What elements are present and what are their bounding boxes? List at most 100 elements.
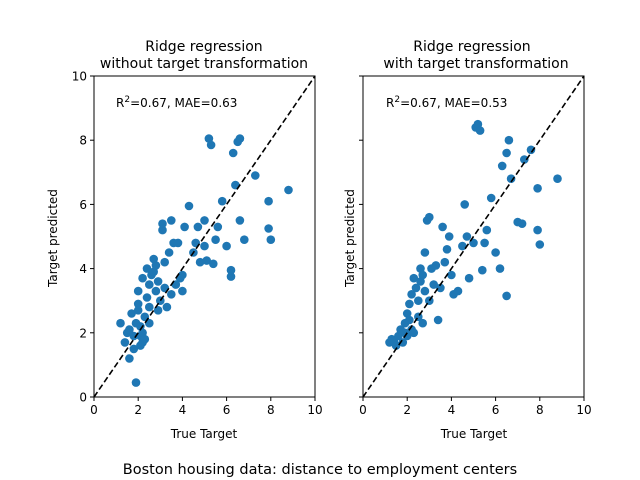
right-x-tick-label: 2 <box>403 403 411 417</box>
right-data-point <box>431 261 441 270</box>
left-data-point <box>222 241 231 251</box>
left-data-point <box>145 302 154 312</box>
left-data-point <box>162 302 172 312</box>
left-y-tick-label: 0 <box>79 391 87 405</box>
left-data-point <box>125 325 134 334</box>
right-data-point <box>418 318 428 328</box>
right-data-point <box>407 290 416 299</box>
left-reference-line <box>93 75 316 398</box>
right-data-point <box>553 174 562 183</box>
left-data-point <box>213 222 223 232</box>
right-data-point <box>497 161 507 171</box>
right-data-point <box>462 232 472 241</box>
right-data-point <box>447 270 456 280</box>
left-data-point <box>200 241 209 251</box>
right-data-point <box>491 248 500 257</box>
left-data-point <box>251 171 260 180</box>
left-data-point <box>158 225 167 235</box>
left-data-point <box>235 216 245 225</box>
right-data-point <box>482 225 492 235</box>
left-x-tick-label: 6 <box>223 403 231 417</box>
right-data-point <box>453 286 463 296</box>
left-data-point <box>151 286 161 296</box>
right-x-tick-label: 10 <box>576 403 591 417</box>
left-data-point <box>116 318 125 328</box>
right-data-point <box>418 270 428 280</box>
right-data-point <box>391 341 401 350</box>
left-data-point <box>125 354 134 363</box>
left-data-point <box>142 264 152 273</box>
left-data-point <box>217 196 227 206</box>
left-data-point <box>226 265 236 275</box>
left-data-point <box>178 270 187 280</box>
left-data-point <box>284 185 293 195</box>
left-data-point <box>235 134 245 143</box>
left-data-point <box>173 238 183 248</box>
left-data-point <box>209 259 218 269</box>
left-data-point <box>264 224 273 233</box>
right-data-point <box>486 193 496 203</box>
left-axes-frame <box>93 75 316 398</box>
left-x-axis-label: True Target <box>170 427 238 441</box>
right-title-line2: with target transformation <box>383 56 568 72</box>
right-data-point <box>438 222 447 232</box>
right-data-point <box>405 299 414 309</box>
right-data-point <box>420 248 430 257</box>
left-data-point <box>120 338 130 347</box>
left-data-point <box>133 286 143 296</box>
right-data-point <box>475 126 485 135</box>
right-title-line1: Ridge regression <box>413 39 530 55</box>
left-data-point <box>158 219 167 228</box>
left-data-point <box>142 293 152 302</box>
right-data-point <box>506 174 516 183</box>
right-axes-frame <box>362 75 585 398</box>
left-x-tick-label: 2 <box>134 403 142 417</box>
right-data-point <box>444 232 454 241</box>
right-data-point <box>402 309 412 318</box>
right-metrics-annotation: R2=0.67, MAE=0.53 <box>386 95 507 110</box>
right-data-point <box>402 331 412 341</box>
right-x-tick-label: 0 <box>359 403 367 417</box>
left-data-point <box>195 257 205 267</box>
right-x-tick-label: 4 <box>448 403 456 417</box>
right-data-point <box>460 200 470 209</box>
left-data-point <box>153 277 163 286</box>
right-data-point <box>502 148 511 158</box>
right-plot-area: 0 2 4 6 8 10 <box>359 75 592 417</box>
left-data-point <box>133 299 143 309</box>
left-data-point <box>180 222 189 232</box>
left-data-point <box>138 273 147 283</box>
right-data-point <box>429 280 439 289</box>
left-data-point <box>127 309 136 318</box>
right-data-point <box>398 338 408 347</box>
right-data-point <box>533 225 542 235</box>
right-data-point <box>409 273 419 283</box>
right-data-point <box>414 296 423 306</box>
left-data-point <box>206 140 216 150</box>
right-data-point <box>420 286 430 296</box>
right-data-point <box>411 283 421 293</box>
left-data-point <box>200 216 209 225</box>
left-data-point <box>151 261 161 270</box>
left-y-tick-label: 8 <box>79 134 87 148</box>
right-reference-line <box>362 75 585 398</box>
left-data-point <box>129 331 139 341</box>
right-data-point <box>495 264 505 273</box>
right-data-point <box>520 155 529 164</box>
left-y-tick-label: 2 <box>79 326 87 340</box>
right-data-point <box>433 315 443 325</box>
right-data-point <box>535 240 545 249</box>
right-data-point <box>526 145 536 155</box>
left-x-tick-label: 4 <box>179 403 187 417</box>
left-data-point <box>240 235 249 244</box>
right-x-axis-label: True Target <box>440 427 508 441</box>
left-data-point <box>202 256 211 265</box>
right-data-point <box>502 291 511 301</box>
left-data-point <box>193 222 203 232</box>
left-data-point <box>226 272 236 281</box>
left-data-point <box>228 148 238 158</box>
right-data-point <box>405 315 414 325</box>
left-x-tick-label: 0 <box>90 403 98 417</box>
left-data-point <box>264 196 273 206</box>
